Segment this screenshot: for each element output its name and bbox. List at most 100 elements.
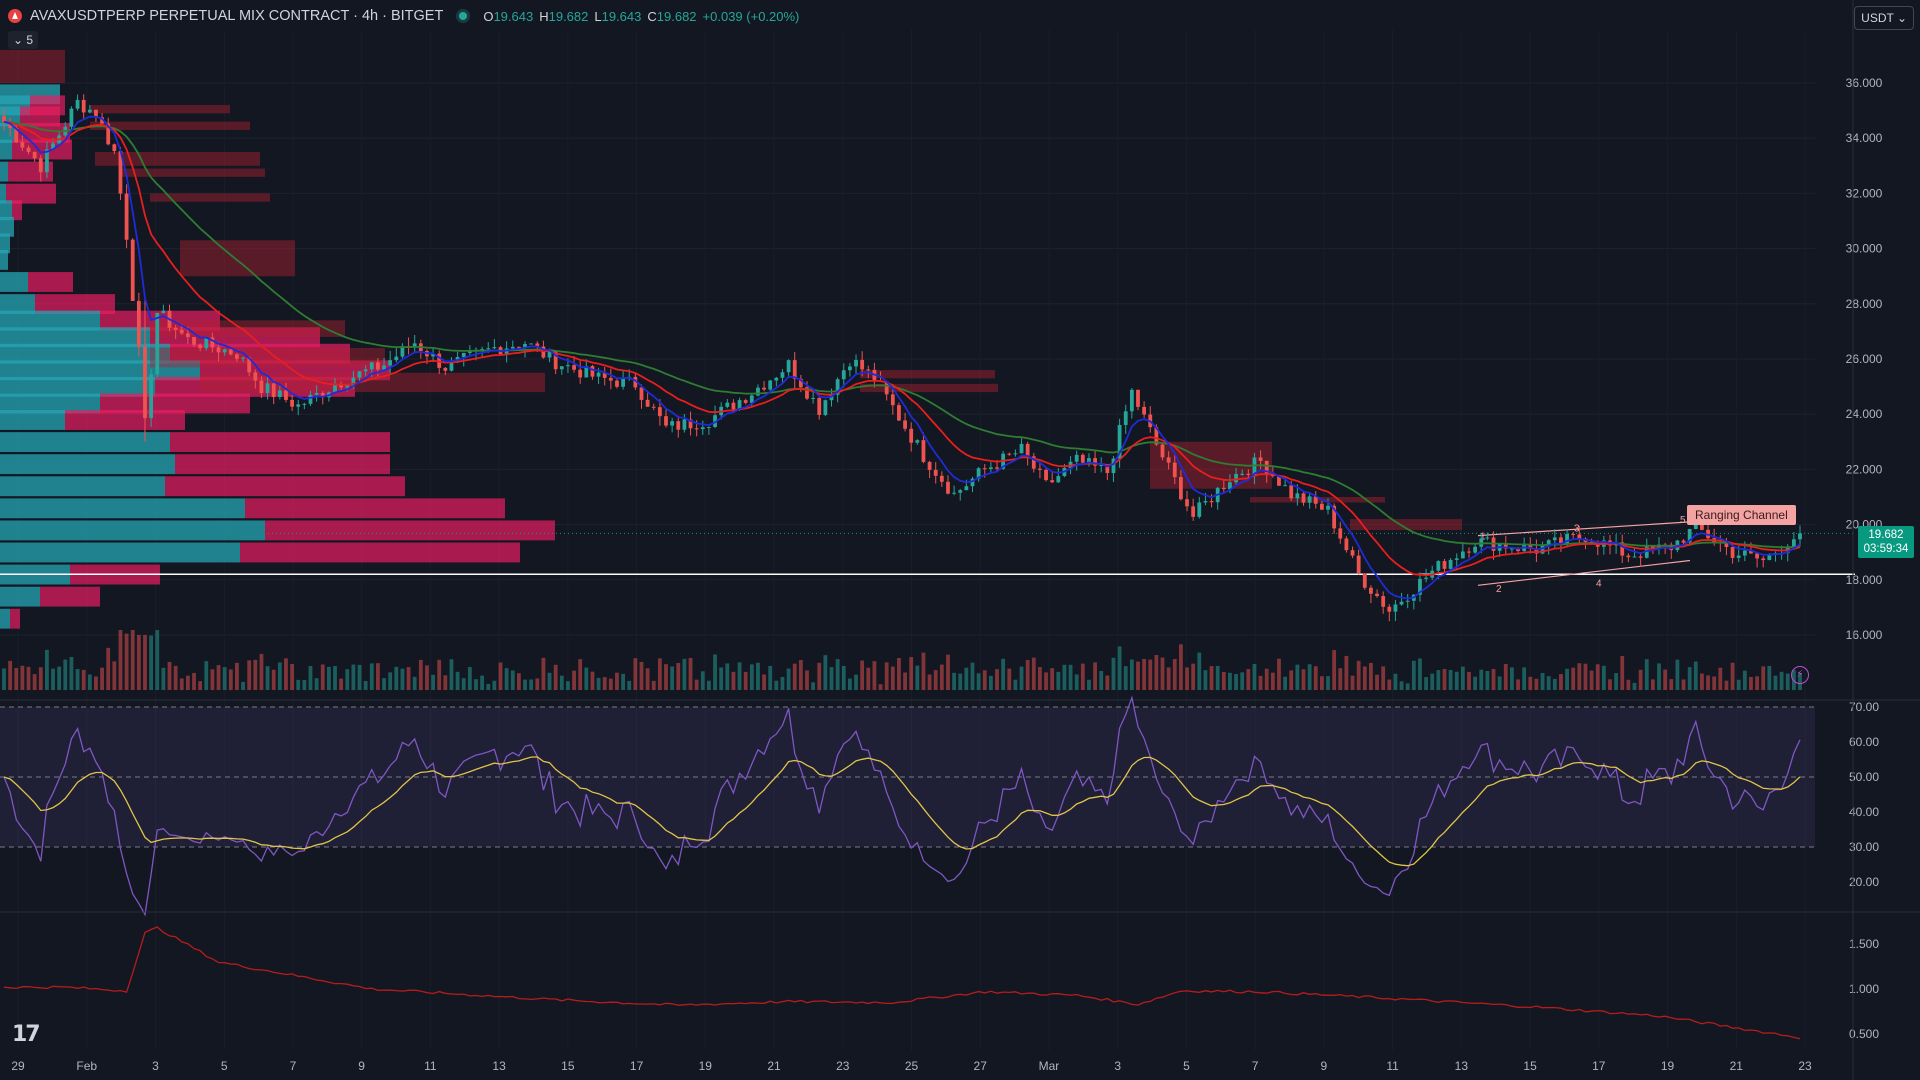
volume-bar [657, 658, 662, 690]
volume-bar [958, 673, 963, 690]
ohlc-item: C19.682 [647, 8, 697, 24]
volume-profile-bar [0, 216, 14, 237]
volume-bar [222, 667, 227, 690]
volume-bar [872, 661, 877, 690]
symbol-title[interactable]: AVAXUSDTPERP PERPETUAL MIX CONTRACT · 4h… [30, 8, 444, 24]
candle-body [247, 357, 252, 373]
candle-body [302, 403, 307, 405]
time-tick-label: 7 [1252, 1059, 1259, 1073]
time-tick-label: 17 [630, 1059, 644, 1073]
candle-body [1093, 458, 1097, 466]
candle-body [541, 346, 546, 358]
time-tick-label: 9 [358, 1059, 365, 1073]
candle-body [798, 378, 803, 388]
channel-lower-line [1477, 559, 1691, 586]
price-tick-label: 32.000 [1846, 186, 1883, 200]
volume-profile-bar [40, 586, 100, 607]
volume-bar [1111, 657, 1116, 690]
volume-bar [811, 682, 816, 690]
volume-profile-bar [0, 608, 10, 629]
volume-profile-bar [28, 272, 73, 292]
indicators-collapse-button[interactable]: ⌄ 5 [8, 31, 39, 49]
supply-zone [1350, 519, 1462, 531]
candle-body [198, 344, 203, 349]
candle-body [976, 468, 981, 479]
volume-bar [1749, 676, 1753, 690]
candle-body [756, 387, 760, 396]
bolt-icon[interactable]: ⚡ [1791, 666, 1809, 684]
volume-profile-bar [0, 542, 240, 563]
volume-bar [1001, 658, 1006, 690]
volume-bar [1583, 663, 1588, 690]
volume-profile-bar [0, 454, 175, 475]
volume-bar [1179, 644, 1183, 690]
candle-body [2, 116, 6, 122]
supply-zone [180, 240, 295, 277]
volume-bar [63, 659, 68, 690]
volume-profile-bar [0, 233, 10, 254]
volume-bar [737, 662, 742, 690]
supply-zone [120, 168, 265, 177]
volume-bar [1418, 658, 1422, 690]
volume-bar [179, 678, 184, 690]
rsi-tick-label: 70.00 [1849, 700, 1879, 714]
volume-bar [1773, 675, 1778, 690]
candle-body [1798, 533, 1802, 540]
volume-bar [1105, 675, 1110, 690]
candle-body [1044, 469, 1048, 481]
candle-body [38, 158, 43, 173]
volume-bar [8, 660, 13, 690]
volume-bar [915, 665, 920, 690]
volume-bar [474, 679, 478, 690]
volume-profile-bar [0, 139, 12, 160]
volume-bar [1356, 660, 1361, 690]
last-price-value: 19.682 [1868, 529, 1904, 541]
volume-bar [939, 664, 944, 690]
volume-bar [400, 668, 405, 690]
volume-bar [1534, 678, 1539, 690]
volume-bar [602, 677, 607, 690]
candle-body [1742, 550, 1747, 556]
candle-body [412, 343, 417, 348]
price-tick-label: 28.000 [1846, 297, 1883, 311]
volume-bar [94, 676, 98, 690]
candle-body [333, 385, 337, 393]
volume-bar [100, 667, 104, 690]
bar-countdown: 03:59:34 [1863, 543, 1909, 555]
volume-bar [1369, 662, 1373, 690]
rsi-tick-label: 40.00 [1849, 805, 1879, 819]
candle-body [87, 109, 92, 113]
candle-body [1056, 476, 1061, 483]
volume-bar [946, 654, 950, 690]
candle-body [774, 377, 779, 381]
volume-bar [504, 668, 509, 690]
volume-profile-bar [65, 410, 185, 430]
ohlc-item: +0.039 (+0.20%) [702, 8, 800, 24]
volume-bar [1289, 670, 1294, 690]
volume-profile-bar [0, 343, 170, 364]
volume-bar [2, 668, 6, 690]
volume-bar [1025, 659, 1030, 690]
candle-body [1277, 476, 1281, 486]
candle-body [1405, 600, 1410, 602]
volume-bar [302, 680, 307, 690]
volume-bar [1221, 671, 1226, 690]
volume-bar [437, 659, 442, 690]
candle-body [933, 469, 938, 476]
volume-bar [866, 667, 871, 690]
volume-bar [516, 673, 521, 690]
volume-bar [143, 635, 147, 690]
volume-profile-bar [170, 432, 390, 453]
volume-profile-bar [100, 310, 220, 331]
volume-bar [296, 679, 301, 690]
candle-body [431, 353, 435, 357]
volume-bar [1129, 659, 1134, 690]
currency-selector[interactable]: USDT ⌄ [1854, 6, 1914, 30]
candle-body [749, 395, 754, 403]
candle-body [682, 419, 687, 430]
candle-body [1362, 573, 1367, 588]
ranging-channel-label[interactable]: Ranging Channel [1687, 505, 1796, 525]
volume-bar [1393, 673, 1398, 690]
volume-bar [1295, 664, 1300, 690]
